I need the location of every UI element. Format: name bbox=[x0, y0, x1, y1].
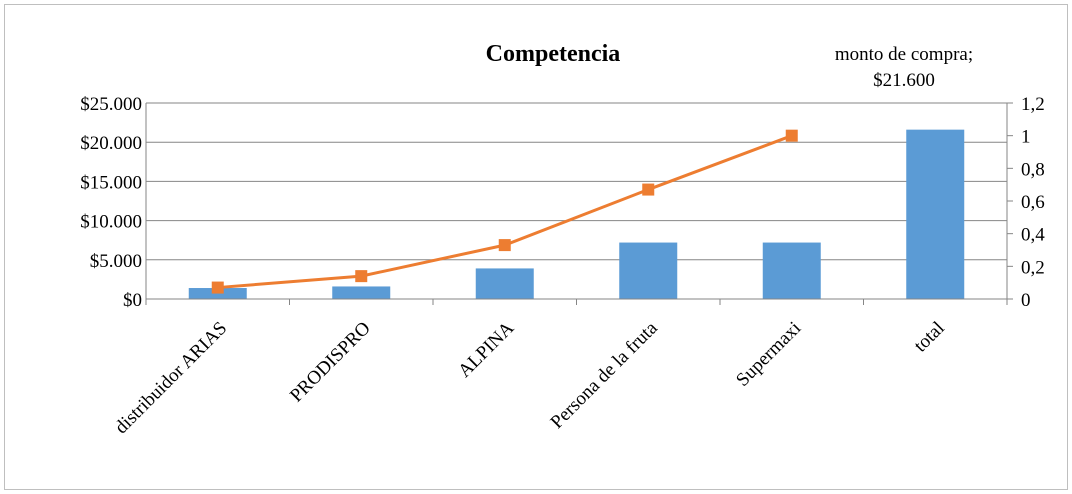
line-marker bbox=[211, 281, 224, 294]
category-label: PRODISPRO bbox=[286, 318, 375, 407]
left-tick-label: $10.000 bbox=[80, 212, 142, 233]
bar bbox=[762, 242, 821, 299]
right-tick-label: 0 bbox=[1021, 290, 1031, 311]
line-marker bbox=[785, 129, 798, 142]
line-marker bbox=[642, 183, 655, 196]
bar-series bbox=[188, 129, 965, 299]
data-label-line1: monto de compra; bbox=[835, 44, 973, 65]
bar bbox=[906, 129, 965, 299]
line-series bbox=[211, 129, 798, 294]
left-tick-label: $15.000 bbox=[80, 172, 142, 193]
gridlines bbox=[146, 102, 1007, 261]
left-tick-label: $0 bbox=[123, 290, 142, 311]
right-tick-label: 0,2 bbox=[1021, 257, 1045, 278]
data-label-line2: $21.600 bbox=[873, 70, 935, 91]
category-label: Persona de la fruta bbox=[547, 317, 663, 433]
right-axis-tick-labels: 0 0,2 0,4 0,6 0,8 1 1,2 bbox=[1021, 94, 1045, 311]
right-tick-label: 1 bbox=[1021, 127, 1031, 148]
left-axis-tick-labels: $0 $5.000 $10.000 $15.000 $20.000 $25.000 bbox=[80, 94, 142, 311]
category-label: Supermaxi bbox=[732, 318, 805, 391]
series-line bbox=[217, 134, 793, 290]
right-tick-label: 0,4 bbox=[1021, 225, 1045, 246]
combo-chart: Competencia monto de compra; $21.600 $0$… bbox=[80, 41, 1045, 438]
right-tick-label: 0,6 bbox=[1021, 192, 1045, 213]
category-label: distribuidor ARIAS bbox=[111, 318, 231, 438]
right-tick-label: 0,8 bbox=[1021, 159, 1045, 180]
axes bbox=[145, 102, 1013, 305]
chart-title: Competencia bbox=[486, 41, 621, 67]
bar bbox=[332, 286, 391, 299]
left-tick-label: $25.000 bbox=[80, 94, 142, 115]
bar bbox=[619, 242, 678, 299]
category-labels: distribuidor ARIAS PRODISPRO ALPINA Persona… bbox=[111, 317, 949, 438]
line-marker bbox=[498, 239, 511, 252]
category-label: ALPINA bbox=[454, 317, 518, 381]
category-label: total bbox=[910, 318, 949, 357]
left-tick-label: $5.000 bbox=[90, 251, 142, 272]
right-tick-label: 1,2 bbox=[1021, 94, 1045, 115]
line-marker bbox=[355, 270, 368, 283]
chart-area: Competencia monto de compra; $21.600 $0 $… bbox=[4, 4, 1068, 490]
left-tick-label: $20.000 bbox=[80, 133, 142, 154]
bar bbox=[475, 268, 534, 299]
